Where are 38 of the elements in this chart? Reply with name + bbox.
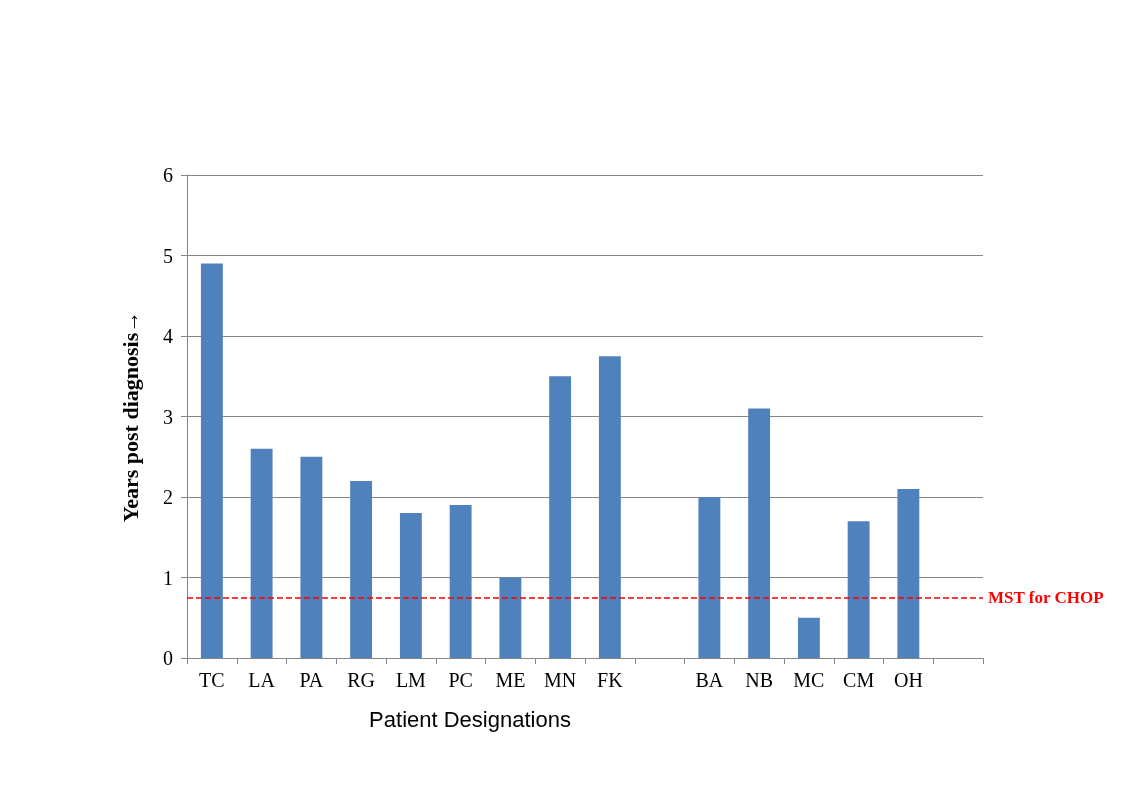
bar	[250, 448, 273, 658]
x-tick-label: RG	[347, 669, 376, 691]
bar	[897, 488, 920, 658]
bar	[549, 376, 572, 658]
bar	[748, 408, 771, 658]
bar	[200, 263, 223, 658]
x-tick-label: MC	[793, 669, 825, 691]
bar	[797, 617, 820, 658]
x-tick-label: PA	[299, 669, 324, 691]
bar	[350, 480, 373, 658]
y-tick-label: 4	[163, 325, 173, 347]
bar	[598, 356, 621, 658]
x-axis-title: Patient Designations	[369, 706, 571, 732]
bar	[449, 505, 472, 658]
x-tick-label: NB	[745, 669, 774, 691]
bar	[847, 521, 870, 658]
x-tick-label: OH	[893, 669, 923, 691]
bar	[698, 497, 721, 658]
x-tick-label: TC	[199, 669, 225, 691]
x-tick-label: FK	[597, 669, 624, 691]
y-tick-label: 5	[163, 244, 173, 267]
y-tick-label: 0	[163, 647, 173, 669]
y-tick-label: 1	[163, 566, 173, 589]
x-tick-label: PC	[448, 669, 473, 691]
x-tick-label: BA	[695, 669, 724, 691]
bar	[399, 513, 422, 658]
y-axis-title: Years post diagnosis→	[117, 310, 143, 523]
bar	[499, 577, 522, 658]
x-tick-label: LM	[395, 669, 427, 691]
y-tick-label: 2	[163, 486, 173, 508]
y-tick-label: 3	[163, 405, 173, 428]
x-tick-label: CM	[843, 669, 875, 691]
bar	[300, 456, 323, 658]
x-tick-label: LA	[248, 669, 276, 691]
x-tick-label: MN	[544, 669, 577, 691]
ref-line-label: MST for CHOP	[988, 588, 1104, 608]
x-tick-label: ME	[495, 669, 526, 691]
y-tick-label: 6	[163, 164, 173, 186]
